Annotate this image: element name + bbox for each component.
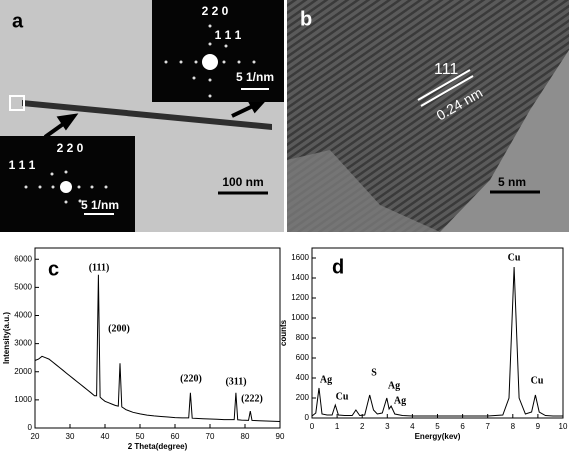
- y-tick-label: 1600: [291, 253, 309, 262]
- y-tick-label: 800: [296, 333, 310, 342]
- y-tick-label: 1000: [14, 395, 32, 404]
- x-tick-label: 90: [276, 432, 285, 441]
- panel-b: b 111 0.24 nm 5 nm: [287, 0, 569, 232]
- x-tick-label: 80: [241, 432, 250, 441]
- saed-inset: [152, 0, 284, 102]
- inset-label: 1 1 1: [9, 158, 36, 172]
- x-axis-title: Energy(kev): [415, 432, 461, 441]
- data-line: [311, 266, 563, 417]
- peak-label: Ag: [388, 380, 400, 391]
- inset-label: 2 2 0: [57, 141, 84, 155]
- arrows: [43, 97, 269, 139]
- y-tick-label: 600: [296, 353, 310, 362]
- peak-label: Cu: [508, 252, 521, 263]
- y-axis-title: Intensity(a.u.): [2, 312, 11, 364]
- peak-label: Ag: [320, 374, 332, 385]
- scale-label: 5 nm: [498, 175, 526, 189]
- x-axis-title: 2 Theta(degree): [128, 442, 188, 451]
- x-tick-label: 40: [101, 432, 110, 441]
- panel-label: c: [48, 258, 59, 280]
- inset-scale-label: 5 1/nm: [81, 198, 119, 212]
- x-tick-label: 8: [511, 422, 516, 431]
- inset-scale-label: 5 1/nm: [236, 70, 274, 84]
- x-tick-label: 30: [66, 432, 75, 441]
- peak-label: (111): [89, 262, 110, 273]
- y-tick-label: 1000: [291, 313, 309, 322]
- y-tick-label: 400: [296, 373, 310, 382]
- x-tick-label: 7: [485, 422, 490, 431]
- x-tick-label: 9: [536, 422, 541, 431]
- plane-label: 111: [434, 61, 458, 78]
- y-tick-label: 6000: [14, 254, 32, 263]
- y-tick-label: 0: [305, 413, 310, 422]
- peak-label: (311): [225, 376, 246, 387]
- panel-label: b: [300, 8, 312, 30]
- diffraction-spots: [164, 24, 256, 98]
- peak-label: Cu: [531, 375, 544, 386]
- x-tick-label: 0: [310, 422, 315, 431]
- lattice-fringes: [287, 0, 569, 232]
- x-tick-label: 5: [435, 422, 440, 431]
- y-tick-label: 1200: [291, 293, 309, 302]
- x-tick-label: 3: [385, 422, 390, 431]
- y-tick-label: 2000: [14, 367, 32, 376]
- amorphous-edge: [287, 150, 440, 232]
- x-tick-label: 1: [335, 422, 340, 431]
- plot-frame: [311, 247, 564, 419]
- peak-label: Cu: [336, 391, 349, 402]
- x-tick-label: 50: [136, 432, 145, 441]
- x-tick-label: 60: [171, 432, 180, 441]
- data-line: [34, 274, 281, 422]
- panel-label: a: [12, 10, 24, 32]
- peak-label: (220): [180, 373, 202, 384]
- x-tick-label: 70: [206, 432, 215, 441]
- x-tick-label: 6: [460, 422, 465, 431]
- plot-frame: [34, 247, 281, 429]
- y-tick-label: 5000: [14, 282, 32, 291]
- peak-label: Ag: [394, 395, 406, 406]
- fringe-marker: [417, 69, 474, 107]
- scale-label: 100 nm: [222, 175, 263, 189]
- y-tick-label: 0: [28, 423, 33, 432]
- y-axis-title: counts: [279, 319, 288, 346]
- x-tick-label: 2: [360, 422, 365, 431]
- nanowire: [22, 100, 272, 130]
- panel-a: a 2 2 0 1 1 1 5 1/nm 2 2 0 1 1 1 5 1/nm …: [0, 0, 284, 232]
- y-tick-label: 1400: [291, 273, 309, 282]
- peak-label: S: [371, 367, 377, 378]
- panel-label: d: [332, 256, 344, 278]
- inset-label: 2 2 0: [202, 4, 229, 18]
- x-tick-label: 20: [31, 432, 40, 441]
- x-tick-label: 10: [559, 422, 568, 431]
- y-tick-label: 3000: [14, 339, 32, 348]
- selection-box: [9, 95, 25, 111]
- x-tick-label: 4: [410, 422, 415, 431]
- peak-label: (222): [241, 393, 263, 404]
- peak-label: (200): [108, 323, 130, 334]
- inset-label: 1 1 1: [215, 28, 242, 42]
- diffraction-spots: [24, 170, 108, 204]
- y-tick-label: 4000: [14, 311, 32, 320]
- y-tick-label: 200: [296, 393, 310, 402]
